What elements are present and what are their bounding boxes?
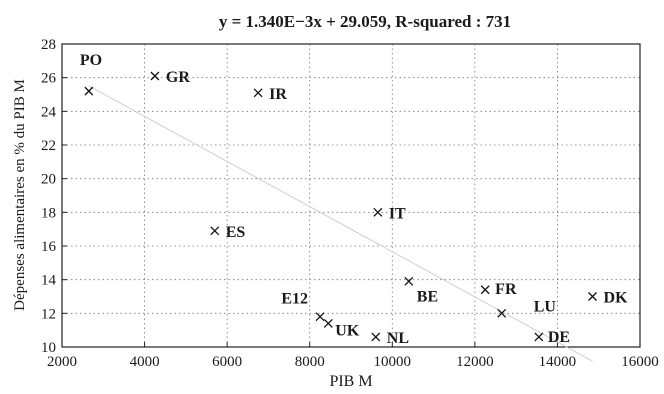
x-tick-label: 12000: [456, 354, 494, 370]
data-point-dk: DK: [588, 290, 629, 307]
point-marker: [84, 86, 94, 96]
point-marker: [534, 332, 544, 342]
y-tick-label: 28: [41, 37, 56, 53]
point-marker: [497, 308, 507, 318]
data-points: PO GR IR ES IT BE FR LU DK E12 UK NL DE: [80, 52, 628, 347]
x-axis-label: PIB M: [329, 373, 372, 390]
point-label: FR: [495, 281, 517, 298]
point-marker: [371, 332, 381, 342]
y-tick-label: 22: [41, 138, 56, 154]
y-tick-label: 26: [41, 71, 57, 87]
point-label: IT: [389, 205, 406, 222]
y-tick-label: 20: [41, 172, 56, 188]
point-label: ES: [226, 224, 246, 241]
point-marker: [373, 207, 383, 217]
point-label: IR: [269, 86, 287, 103]
data-point-it: IT: [373, 205, 406, 222]
point-label: PO: [80, 52, 102, 69]
x-tick-label: 2000: [47, 354, 77, 370]
y-tick-label: 24: [41, 104, 57, 120]
data-point-fr: FR: [480, 281, 517, 298]
point-label: NL: [387, 330, 409, 347]
axis-ticks: 2000 4000 6000 8000 10000 12000 14000 16000 10 12…: [41, 37, 659, 370]
regression-line: [88, 85, 593, 362]
point-label: BE: [417, 288, 438, 305]
point-label: DE: [548, 329, 570, 346]
point-marker: [404, 276, 414, 286]
point-marker: [323, 318, 333, 328]
data-point-nl: NL: [371, 330, 409, 347]
point-label: LU: [534, 298, 557, 315]
y-tick-label: 18: [41, 205, 56, 221]
y-tick-label: 12: [41, 306, 56, 322]
point-marker: [150, 71, 160, 81]
data-point-be: BE: [404, 276, 438, 305]
point-marker: [253, 88, 263, 98]
data-point-uk: UK: [323, 318, 360, 339]
x-tick-label: 16000: [621, 354, 659, 370]
point-marker: [210, 226, 220, 236]
x-tick-label: 10000: [374, 354, 412, 370]
y-tick-label: 10: [41, 340, 56, 356]
data-point-po: PO: [80, 52, 102, 96]
point-marker: [315, 312, 325, 322]
point-marker: [480, 285, 490, 295]
x-tick-label: 14000: [539, 354, 577, 370]
data-point-de: DE: [534, 329, 570, 346]
point-label: DK: [604, 290, 629, 307]
data-point-lu: LU: [497, 298, 557, 318]
point-label: E12: [281, 291, 308, 308]
plot-frame: [61, 43, 641, 348]
point-label: GR: [166, 69, 190, 86]
x-tick-label: 8000: [295, 354, 325, 370]
chart-title: y = 1.340E−3x + 29.059, R-squared : 731: [219, 12, 511, 31]
x-tick-label: 4000: [130, 354, 160, 370]
point-marker: [588, 292, 597, 301]
y-tick-label: 14: [41, 273, 57, 289]
data-point-es: ES: [210, 224, 246, 241]
data-point-ir: IR: [253, 86, 287, 103]
y-axis-label: Dépenses alimentaires en % du PIB M: [12, 79, 28, 311]
x-tick-label: 6000: [212, 354, 242, 370]
point-label: UK: [335, 322, 360, 339]
y-tick-label: 16: [41, 239, 57, 255]
grid: [62, 44, 640, 347]
data-point-e12: E12: [281, 291, 325, 322]
data-point-gr: GR: [150, 69, 190, 86]
